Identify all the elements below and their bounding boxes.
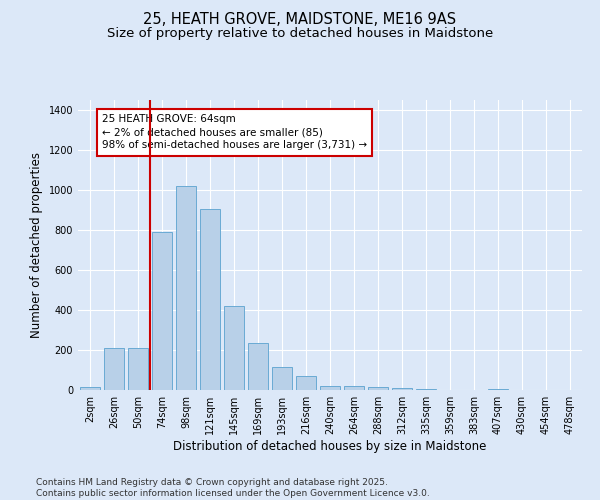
Bar — [128, 348, 148, 390]
Bar — [104, 348, 124, 390]
Bar — [416, 389, 436, 390]
Bar — [368, 386, 388, 390]
Bar — [200, 209, 220, 390]
Text: 25, HEATH GROVE, MAIDSTONE, ME16 9AS: 25, HEATH GROVE, MAIDSTONE, ME16 9AS — [143, 12, 457, 28]
Text: Contains HM Land Registry data © Crown copyright and database right 2025.
Contai: Contains HM Land Registry data © Crown c… — [36, 478, 430, 498]
Bar — [392, 388, 412, 390]
Y-axis label: Number of detached properties: Number of detached properties — [30, 152, 43, 338]
Bar — [248, 343, 268, 390]
Bar — [80, 387, 100, 390]
Bar — [488, 389, 508, 390]
Bar — [320, 386, 340, 390]
Bar — [176, 186, 196, 390]
Text: 25 HEATH GROVE: 64sqm
← 2% of detached houses are smaller (85)
98% of semi-detac: 25 HEATH GROVE: 64sqm ← 2% of detached h… — [102, 114, 367, 150]
Text: Size of property relative to detached houses in Maidstone: Size of property relative to detached ho… — [107, 28, 493, 40]
Bar — [272, 367, 292, 390]
Bar — [296, 376, 316, 390]
Bar — [224, 306, 244, 390]
Bar — [344, 386, 364, 390]
Bar — [152, 232, 172, 390]
X-axis label: Distribution of detached houses by size in Maidstone: Distribution of detached houses by size … — [173, 440, 487, 452]
